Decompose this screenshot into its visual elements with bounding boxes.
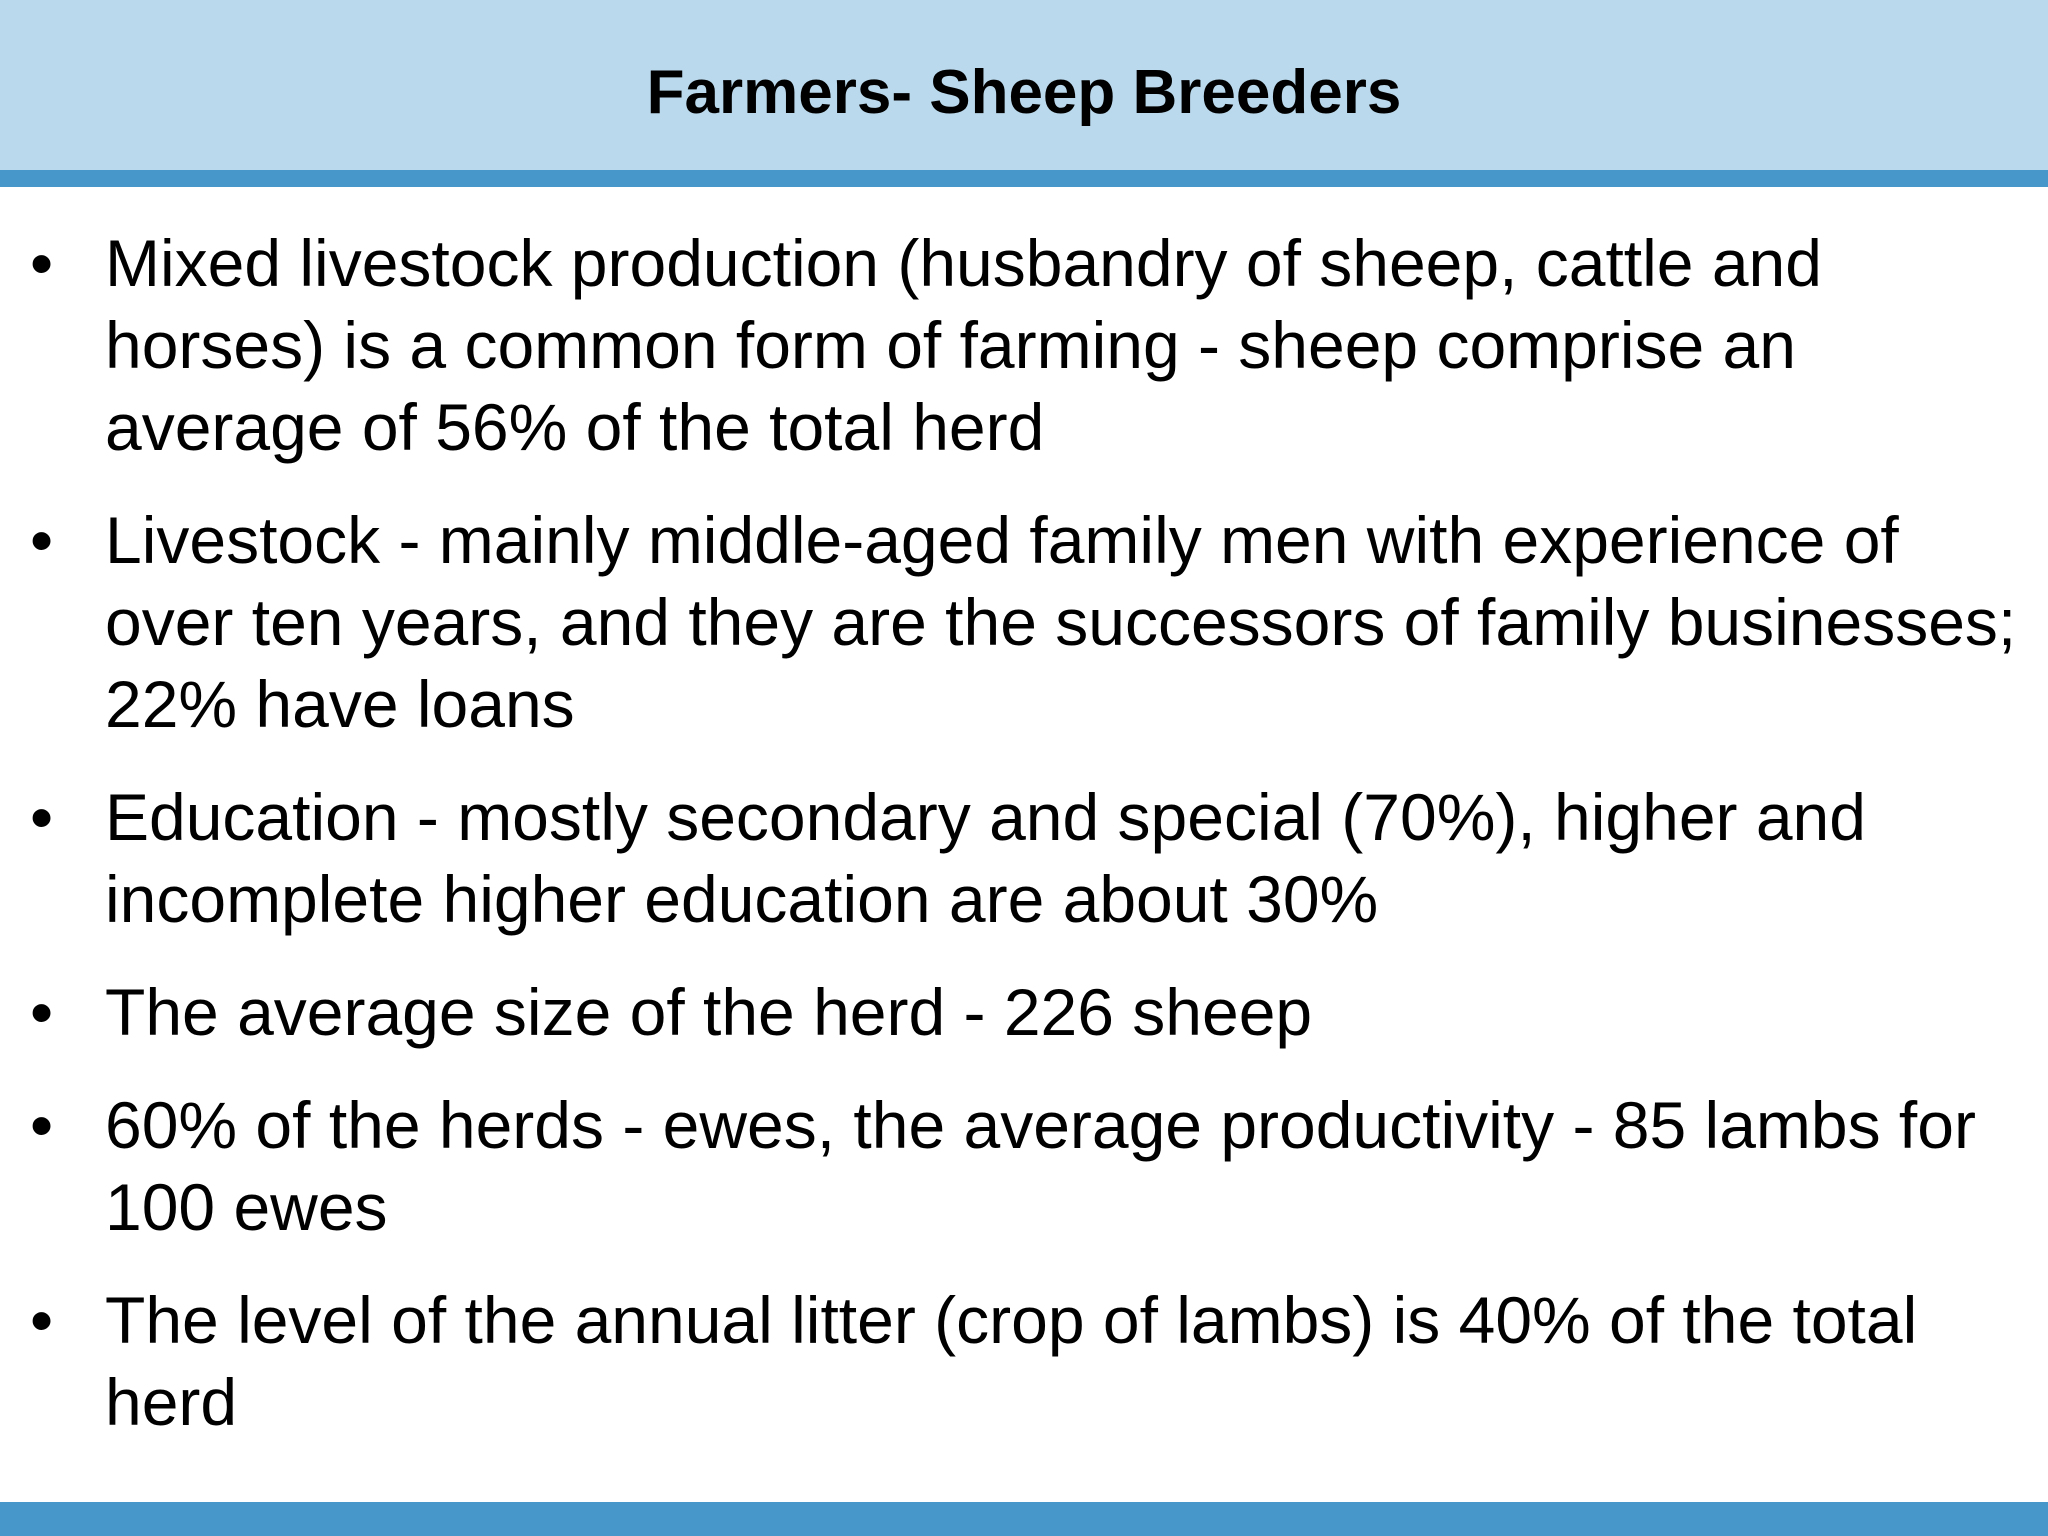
bullet-marker: • bbox=[30, 975, 54, 1049]
bullet-text: Education - mostly secondary and special… bbox=[105, 780, 1866, 936]
bullet-list: • Mixed livestock production (husbandry … bbox=[0, 222, 2048, 1474]
bullet-text: Mixed livestock production (husbandry of… bbox=[105, 226, 1822, 464]
bullet-item: • Education - mostly secondary and speci… bbox=[0, 776, 2048, 940]
bullet-text: 60% of the herds - ewes, the average pro… bbox=[105, 1088, 1976, 1244]
bullet-text: Livestock - mainly middle-aged family me… bbox=[105, 503, 2017, 741]
slide-title: Farmers- Sheep Breeders bbox=[646, 58, 1402, 127]
bullet-marker: • bbox=[30, 226, 54, 300]
title-divider bbox=[0, 170, 2048, 187]
footer-bar bbox=[0, 1502, 2048, 1536]
bullet-item: • Mixed livestock production (husbandry … bbox=[0, 222, 2048, 468]
title-banner: Farmers- Sheep Breeders bbox=[0, 0, 2048, 170]
bullet-item: • The level of the annual litter (crop o… bbox=[0, 1279, 2048, 1443]
bullet-text: The level of the annual litter (crop of … bbox=[105, 1283, 1918, 1439]
bullet-text: The average size of the herd - 226 sheep bbox=[105, 975, 1313, 1049]
bullet-marker: • bbox=[30, 1088, 54, 1162]
bullet-marker: • bbox=[30, 503, 54, 577]
bullet-marker: • bbox=[30, 1283, 54, 1357]
bullet-item: • 60% of the herds - ewes, the average p… bbox=[0, 1084, 2048, 1248]
bullet-marker: • bbox=[30, 780, 54, 854]
bullet-item: • The average size of the herd - 226 she… bbox=[0, 971, 2048, 1053]
bullet-item: • Livestock - mainly middle-aged family … bbox=[0, 499, 2048, 745]
